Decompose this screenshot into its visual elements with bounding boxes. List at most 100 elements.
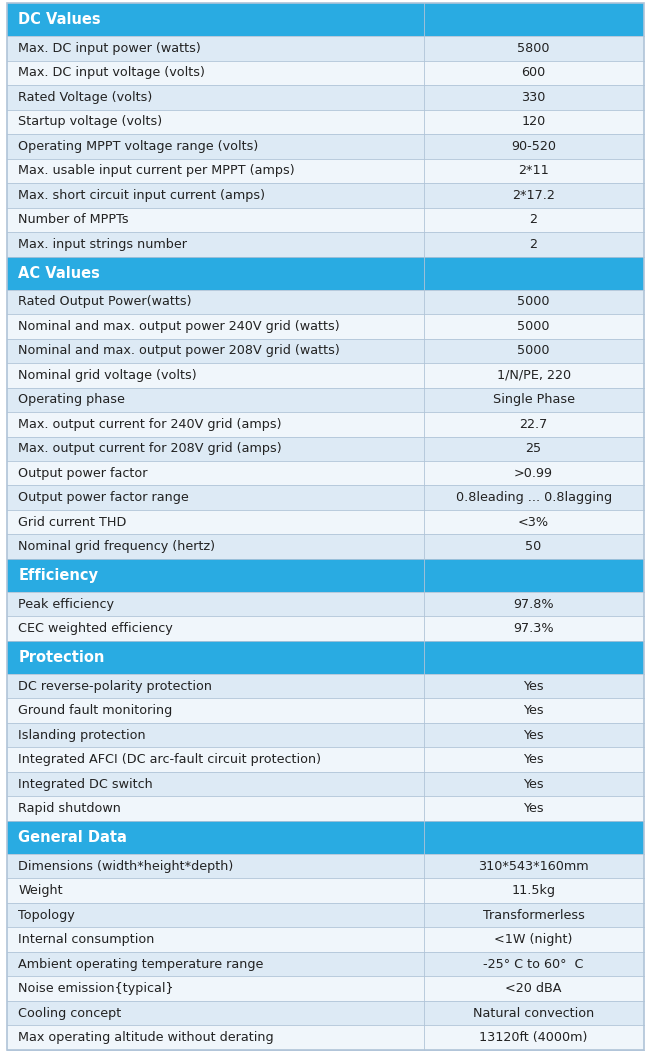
Bar (6, 159, 424, 183)
Text: Max. DC input voltage (volts): Max. DC input voltage (volts) (18, 66, 205, 79)
Bar (424, 772, 644, 796)
Text: 2*11: 2*11 (518, 164, 549, 177)
Text: Yes: Yes (523, 802, 544, 815)
Text: Output power factor: Output power factor (18, 466, 148, 480)
Text: -25° C to 60°  C: -25° C to 60° C (484, 957, 584, 971)
Bar (424, 1026, 644, 1050)
Text: Max. output current for 208V grid (amps): Max. output current for 208V grid (amps) (18, 442, 282, 455)
Text: AC Values: AC Values (18, 265, 100, 280)
Text: <1W (night): <1W (night) (495, 933, 573, 947)
Text: 2: 2 (530, 214, 538, 226)
Text: Weight: Weight (18, 885, 63, 897)
Bar (6, 485, 424, 510)
Text: 13120ft (4000m): 13120ft (4000m) (480, 1031, 588, 1045)
Bar (6, 592, 424, 616)
Bar (6, 363, 424, 388)
Bar (6, 854, 424, 878)
Text: Single Phase: Single Phase (493, 394, 575, 406)
Text: Yes: Yes (523, 729, 544, 741)
Text: 97.3%: 97.3% (514, 622, 554, 635)
Text: Startup voltage (volts): Startup voltage (volts) (18, 116, 162, 128)
Bar (6, 821, 644, 854)
Bar (6, 257, 644, 290)
Text: 5000: 5000 (517, 344, 550, 357)
Bar (6, 928, 424, 952)
Bar (424, 232, 644, 257)
Text: Integrated AFCI (DC arc-fault circuit protection): Integrated AFCI (DC arc-fault circuit pr… (18, 753, 321, 767)
Text: Yes: Yes (523, 680, 544, 693)
Bar (424, 461, 644, 485)
Text: 22.7: 22.7 (519, 418, 548, 431)
Bar (424, 290, 644, 314)
Bar (6, 698, 424, 723)
Bar (6, 641, 644, 674)
Text: 600: 600 (521, 66, 546, 79)
Text: 5000: 5000 (517, 295, 550, 309)
Bar (424, 952, 644, 976)
Bar (6, 748, 424, 772)
Text: Yes: Yes (523, 753, 544, 767)
Bar (424, 535, 644, 559)
Bar (424, 854, 644, 878)
Text: Ambient operating temperature range: Ambient operating temperature range (18, 957, 264, 971)
Bar (424, 134, 644, 159)
Text: Cooling concept: Cooling concept (18, 1007, 122, 1019)
Text: Nominal grid frequency (hertz): Nominal grid frequency (hertz) (18, 540, 215, 553)
Text: Topology: Topology (18, 909, 75, 921)
Text: 2: 2 (530, 238, 538, 251)
Bar (424, 36, 644, 61)
Bar (424, 796, 644, 821)
Text: Number of MPPTs: Number of MPPTs (18, 214, 129, 226)
Text: Max. short circuit input current (amps): Max. short circuit input current (amps) (18, 188, 265, 202)
Text: 120: 120 (521, 116, 546, 128)
Bar (424, 159, 644, 183)
Bar (6, 1026, 424, 1050)
Text: Operating MPPT voltage range (volts): Operating MPPT voltage range (volts) (18, 140, 259, 153)
Bar (6, 232, 424, 257)
Bar (6, 1000, 424, 1026)
Bar (6, 559, 644, 592)
Text: 0.8leading ... 0.8lagging: 0.8leading ... 0.8lagging (456, 492, 612, 504)
Text: Yes: Yes (523, 704, 544, 717)
Bar (6, 290, 424, 314)
Bar (424, 902, 644, 928)
Text: Efficiency: Efficiency (18, 568, 98, 583)
Bar (6, 976, 424, 1000)
Text: 97.8%: 97.8% (514, 598, 554, 611)
Text: Yes: Yes (523, 778, 544, 791)
Text: 5800: 5800 (517, 42, 550, 55)
Bar (424, 412, 644, 437)
Bar (6, 61, 424, 85)
Text: Natural convection: Natural convection (473, 1007, 594, 1019)
Text: <3%: <3% (518, 516, 549, 529)
Bar (424, 592, 644, 616)
Bar (424, 183, 644, 207)
Bar (424, 363, 644, 388)
Text: Peak efficiency: Peak efficiency (18, 598, 114, 611)
Bar (6, 110, 424, 134)
Text: Transformerless: Transformerless (483, 909, 584, 921)
Bar (424, 314, 644, 339)
Bar (424, 437, 644, 461)
Bar (6, 902, 424, 928)
Bar (6, 437, 424, 461)
Text: <20 dBA: <20 dBA (505, 982, 562, 995)
Text: Protection: Protection (18, 650, 105, 665)
Text: General Data: General Data (18, 830, 127, 845)
Bar (6, 535, 424, 559)
Bar (6, 412, 424, 437)
Text: Integrated DC switch: Integrated DC switch (18, 778, 153, 791)
Text: Max. DC input power (watts): Max. DC input power (watts) (18, 42, 201, 55)
Text: Nominal and max. output power 240V grid (watts): Nominal and max. output power 240V grid … (18, 320, 340, 333)
Bar (424, 339, 644, 363)
Text: Ground fault monitoring: Ground fault monitoring (18, 704, 172, 717)
Text: Rated Voltage (volts): Rated Voltage (volts) (18, 91, 153, 104)
Bar (6, 134, 424, 159)
Bar (424, 928, 644, 952)
Text: >0.99: >0.99 (514, 466, 553, 480)
Bar (6, 3, 644, 36)
Bar (6, 183, 424, 207)
Bar (424, 674, 644, 698)
Bar (6, 510, 424, 535)
Bar (424, 388, 644, 412)
